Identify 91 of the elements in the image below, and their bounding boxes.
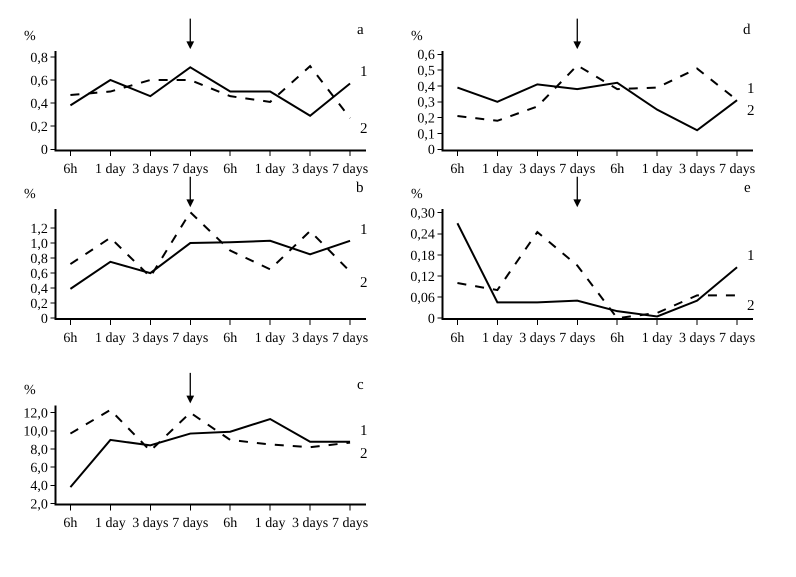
- y-tick-label: 0,4: [30, 96, 48, 112]
- y-tick-label: 4,0: [30, 479, 48, 494]
- series-label: 2: [360, 121, 368, 137]
- series-label: 1: [360, 64, 368, 80]
- y-tick-label: 0,2: [30, 297, 48, 312]
- y-tick-label: 0,5: [417, 64, 435, 80]
- y-tick-label: 0,3: [417, 96, 435, 111]
- series-label: 1: [747, 81, 754, 97]
- series-label: 2: [747, 103, 754, 119]
- y-tick-label: 0,12: [410, 270, 435, 285]
- y-tick-label: 0,6: [30, 74, 48, 89]
- x-tick-label: 1 day: [482, 330, 513, 346]
- y-tick-label: 1,0: [30, 236, 48, 252]
- y-tick-label: 0: [428, 143, 435, 158]
- chart-title: e: [744, 180, 751, 196]
- y-tick-label: 0,2: [30, 120, 48, 136]
- y-tick-label: 0,4: [30, 282, 48, 298]
- x-tick-label: 1 day: [642, 162, 673, 177]
- x-tick-label: 3 days: [292, 330, 328, 346]
- x-tick-label: 3 days: [292, 516, 328, 532]
- chart-title: d: [743, 22, 751, 38]
- x-tick-label: 6h: [63, 516, 78, 532]
- x-tick-label: 6h: [610, 330, 624, 346]
- y-tick-label: 0,1: [417, 127, 435, 142]
- series-label: 1: [360, 222, 368, 238]
- x-tick-label: 1 day: [254, 516, 286, 532]
- x-tick-label: 6h: [450, 162, 464, 177]
- x-tick-label: 7 days: [172, 330, 208, 346]
- x-tick-label: 1 day: [254, 162, 286, 177]
- x-tick-label: 1 day: [95, 330, 126, 346]
- x-tick-label: 7 days: [559, 330, 596, 346]
- y-tick-label: 0,2: [417, 112, 435, 126]
- x-tick-label: 7 days: [718, 162, 756, 177]
- y-tick-label: 0,30: [410, 206, 435, 222]
- x-tick-label: 1 day: [642, 330, 673, 346]
- y-tick-label: 0,6: [417, 48, 435, 64]
- y-tick-label: 0,8: [30, 50, 48, 66]
- y-axis-title: %: [411, 187, 423, 202]
- x-tick-label: 7 days: [559, 162, 596, 177]
- series-label: 1: [360, 423, 368, 439]
- x-tick-label: 3 days: [132, 330, 168, 346]
- y-axis-title: %: [24, 29, 36, 44]
- x-tick-label: 1 day: [95, 516, 126, 532]
- x-tick-label: 1 day: [95, 162, 126, 177]
- x-tick-label: 7 days: [332, 330, 368, 346]
- y-tick-label: 6,0: [30, 461, 48, 476]
- y-tick-label: 12,0: [23, 406, 48, 422]
- x-tick-label: 6h: [223, 330, 238, 346]
- y-tick-label: 0: [40, 143, 48, 158]
- x-tick-label: 3 days: [132, 516, 168, 532]
- x-tick-label: 7 days: [172, 516, 208, 532]
- series-label: 1: [747, 248, 754, 264]
- x-tick-label: 7 days: [332, 516, 368, 532]
- x-tick-label: 6h: [63, 330, 78, 346]
- y-axis-title: %: [411, 29, 423, 44]
- x-tick-label: 7 days: [172, 162, 208, 177]
- x-tick-label: 3 days: [292, 162, 328, 177]
- x-tick-label: 3 days: [519, 162, 556, 177]
- chart-title: a: [357, 22, 364, 38]
- x-tick-label: 3 days: [679, 330, 716, 346]
- y-tick-label: 0: [40, 312, 48, 328]
- series-label: 2: [360, 446, 368, 462]
- x-tick-label: 6h: [610, 162, 624, 177]
- y-tick-label: 0,4: [417, 80, 435, 95]
- y-tick-label: 8,0: [30, 442, 48, 458]
- x-tick-label: 6h: [63, 162, 78, 177]
- chart-title: c: [357, 377, 364, 393]
- y-tick-label: 10,0: [23, 424, 48, 440]
- x-tick-label: 7 days: [332, 162, 368, 177]
- x-tick-label: 1 day: [482, 162, 513, 177]
- series-label: 2: [360, 275, 368, 291]
- x-tick-label: 3 days: [519, 330, 556, 346]
- y-tick-label: 2,0: [30, 497, 48, 512]
- x-tick-label: 3 days: [679, 162, 716, 177]
- series-label: 2: [747, 298, 754, 314]
- x-tick-label: 7 days: [718, 330, 756, 346]
- y-tick-label: 0,18: [410, 248, 435, 264]
- y-tick-label: 0,8: [30, 252, 48, 267]
- y-tick-label: 1,2: [30, 222, 48, 237]
- y-tick-label: 0: [428, 312, 435, 328]
- y-axis-title: %: [24, 383, 36, 398]
- x-tick-label: 6h: [450, 330, 464, 346]
- y-tick-label: 0,06: [410, 291, 435, 306]
- x-tick-label: 6h: [223, 516, 238, 532]
- y-tick-label: 0,6: [30, 267, 48, 282]
- y-tick-label: 0,24: [410, 228, 435, 243]
- x-tick-label: 1 day: [254, 330, 286, 346]
- chart-title: b: [356, 180, 364, 196]
- y-axis-title: %: [24, 187, 36, 202]
- x-tick-label: 3 days: [132, 162, 168, 177]
- x-tick-label: 6h: [223, 162, 238, 177]
